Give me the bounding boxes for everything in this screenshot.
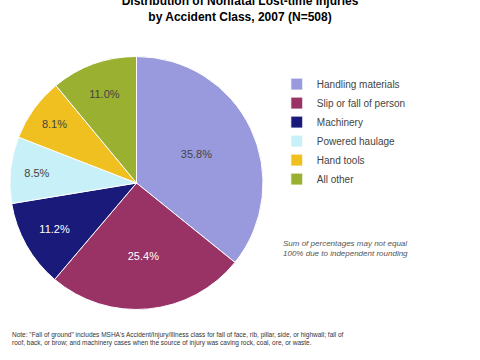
svg-text:11.0%: 11.0%	[89, 88, 120, 100]
svg-text:Handling materials: Handling materials	[317, 79, 400, 90]
svg-text:25.4%: 25.4%	[128, 250, 159, 262]
svg-text:Distribution of Nonfatal Lost-: Distribution of Nonfatal Lost-time Injur…	[122, 0, 359, 24]
svg-text:Hand tools: Hand tools	[317, 155, 365, 166]
svg-text:8.1%: 8.1%	[42, 118, 67, 130]
svg-text:All other: All other	[317, 174, 354, 185]
svg-text:Machinery: Machinery	[317, 117, 363, 128]
svg-text:Powered haulage: Powered haulage	[317, 136, 395, 147]
svg-text:Note: "Fall of ground" include: Note: "Fall of ground" includes MSHA's A…	[12, 331, 344, 347]
svg-text:8.5%: 8.5%	[24, 167, 49, 179]
svg-text:Slip or fall of person: Slip or fall of person	[317, 98, 405, 109]
svg-text:Sum of percentages may not equ: Sum of percentages may not equal100% due…	[283, 239, 408, 258]
svg-text:11.2%: 11.2%	[39, 223, 70, 235]
svg-text:35.8%: 35.8%	[181, 148, 212, 160]
